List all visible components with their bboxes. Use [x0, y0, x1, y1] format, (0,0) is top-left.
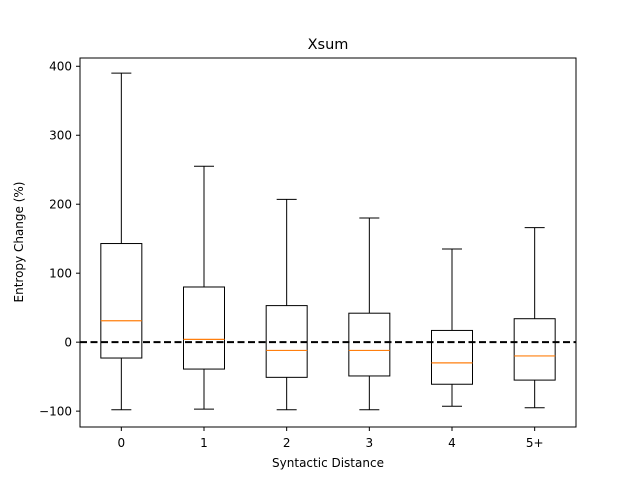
plot-frame [79, 57, 577, 428]
box-iqr [100, 243, 143, 359]
y-tick-label: −100 [39, 404, 72, 418]
x-tick-label: 1 [200, 436, 208, 450]
box-iqr [513, 318, 556, 381]
x-tick-label: 5+ [526, 436, 544, 450]
x-tick-label: 4 [448, 436, 456, 450]
x-tick-label: 2 [283, 436, 291, 450]
box-iqr [348, 312, 391, 377]
y-tick-label: 400 [49, 60, 72, 74]
box-iqr [431, 329, 473, 385]
y-tick-label: 100 [49, 266, 72, 280]
x-axis-label: Syntactic Distance [272, 456, 384, 470]
chart-title: Xsum [308, 37, 349, 53]
box-4 [431, 248, 473, 407]
x-axis: 0 1 2 3 4 5+ [118, 427, 544, 450]
y-tick-label: 200 [49, 198, 72, 212]
box-1 [183, 165, 225, 410]
box-iqr [183, 286, 225, 370]
y-axis: −100 0 100 200 300 400 [39, 60, 80, 418]
plot-area [80, 72, 576, 411]
y-tick-label: 0 [64, 335, 72, 349]
y-tick-label: 300 [49, 129, 72, 143]
y-axis-label: Entropy Change (%) [12, 182, 26, 303]
box-0 [100, 72, 143, 411]
box-3 [348, 217, 391, 411]
x-tick-label: 0 [118, 436, 126, 450]
x-tick-label: 3 [366, 436, 374, 450]
box-5+ [513, 227, 556, 409]
